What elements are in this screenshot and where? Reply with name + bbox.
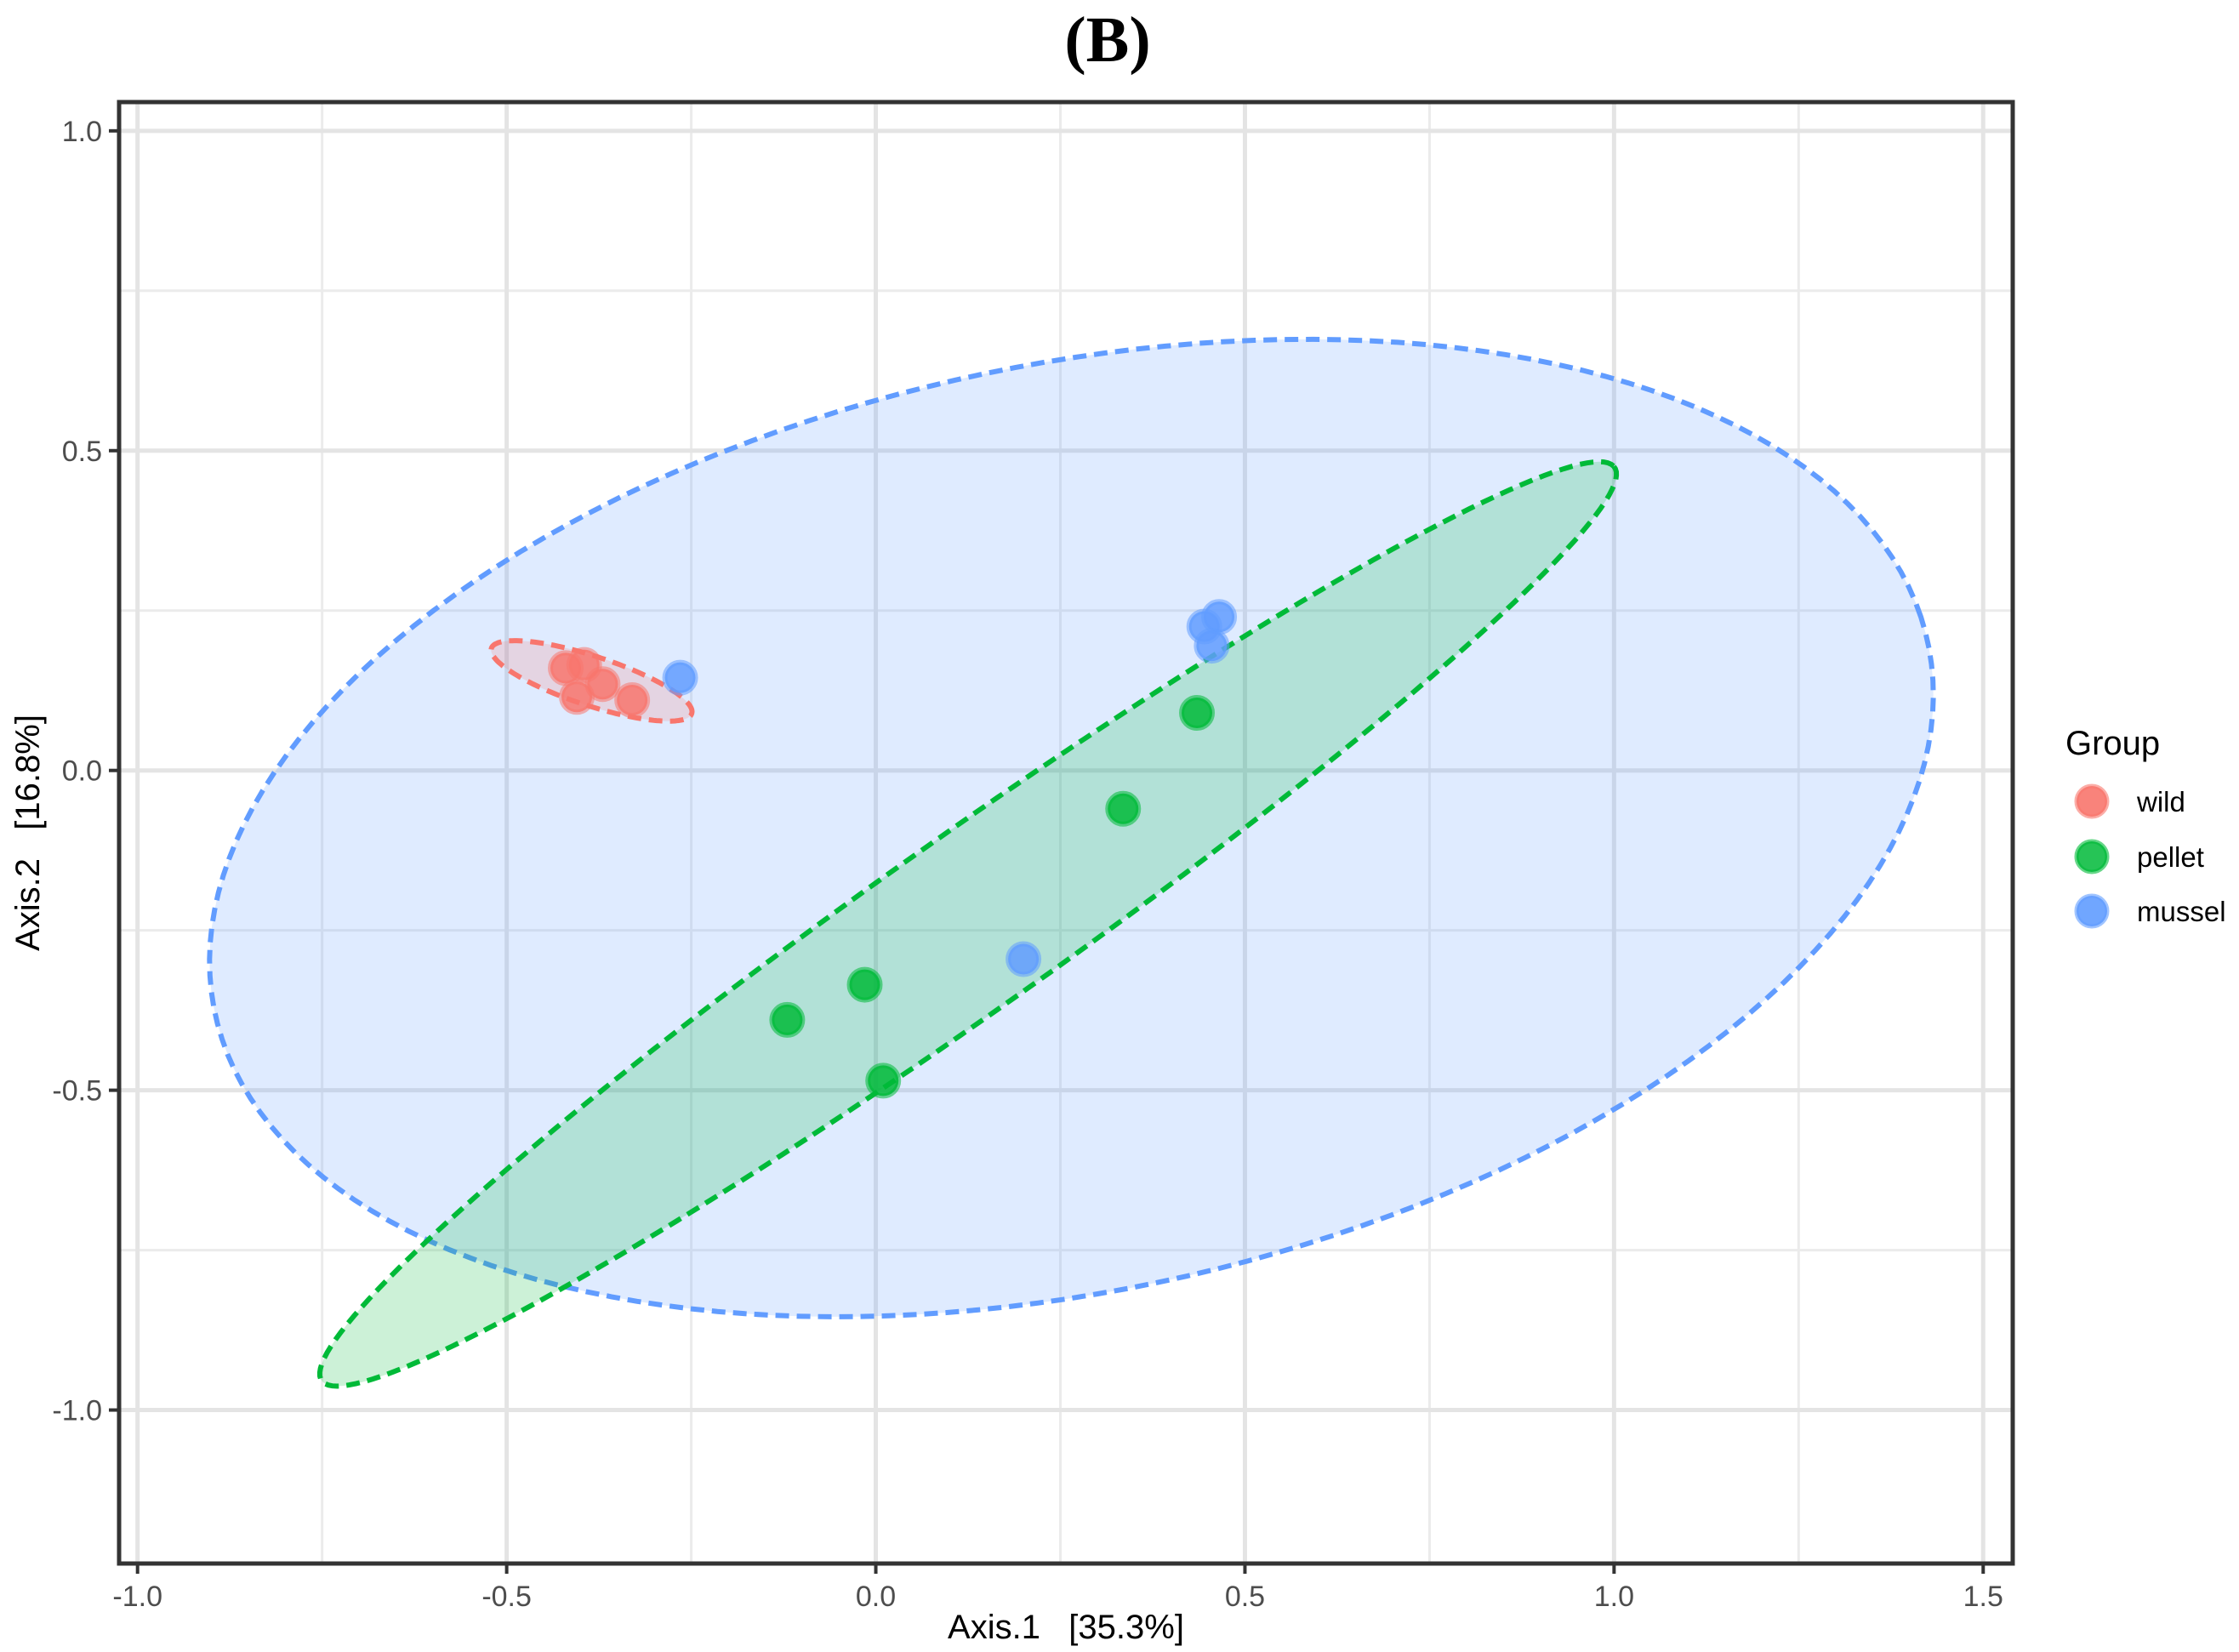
point-pellet bbox=[846, 966, 883, 1003]
y-axis-tick-labels: 1.0 0.5 0.0 -0.5 -1.0 bbox=[52, 116, 102, 1427]
data-points bbox=[548, 599, 1238, 1099]
legend-title: Group bbox=[2065, 725, 2160, 762]
point-mussel bbox=[1006, 941, 1042, 977]
x-axis-tick-labels: -1.0 -0.5 0.0 0.5 1.0 1.5 bbox=[112, 1581, 2003, 1613]
point-wild bbox=[614, 681, 651, 718]
point-mussel bbox=[1194, 628, 1230, 664]
plot-panel-border bbox=[117, 100, 2015, 1566]
x-tick-label: 0.0 bbox=[856, 1581, 896, 1613]
point-pellet bbox=[769, 1001, 806, 1038]
legend: Group wild pellet mussel bbox=[2065, 725, 2226, 929]
y-axis-label: Axis.2 [16.8%] bbox=[9, 715, 47, 951]
x-tick-label: -0.5 bbox=[481, 1581, 532, 1613]
ellipse-pellet bbox=[316, 459, 1620, 1389]
x-tick-label: -1.0 bbox=[112, 1581, 162, 1613]
x-tick-label: 0.5 bbox=[1225, 1581, 1265, 1613]
point-pellet bbox=[1179, 695, 1216, 732]
axis-ticks bbox=[109, 128, 1985, 1574]
confidence-ellipses bbox=[207, 336, 1936, 1389]
x-axis-label: Axis.1 [35.3%] bbox=[948, 1609, 1184, 1646]
point-mussel bbox=[1201, 599, 1238, 635]
legend-key-mussel bbox=[2074, 893, 2110, 929]
legend-label-wild: wild bbox=[2136, 786, 2185, 817]
y-tick-label: 1.0 bbox=[62, 116, 102, 148]
plot-panel-background bbox=[119, 102, 2013, 1564]
point-pellet bbox=[865, 1062, 902, 1099]
y-tick-label: 0.5 bbox=[62, 436, 102, 468]
y-tick-label: -0.5 bbox=[52, 1075, 102, 1108]
legend-key-pellet bbox=[2074, 839, 2110, 874]
ellipse-mussel bbox=[207, 336, 1936, 1319]
point-wild bbox=[559, 679, 595, 715]
legend-label-pellet: pellet bbox=[2137, 841, 2204, 873]
chart-title: (B) bbox=[1064, 4, 1150, 76]
x-tick-label: 1.5 bbox=[1963, 1581, 2003, 1613]
x-tick-label: 1.0 bbox=[1594, 1581, 1634, 1613]
legend-label-mussel: mussel bbox=[2137, 896, 2226, 927]
y-tick-label: -1.0 bbox=[52, 1395, 102, 1427]
point-mussel bbox=[662, 659, 698, 696]
point-pellet bbox=[1105, 790, 1142, 827]
y-tick-label: 0.0 bbox=[62, 755, 102, 788]
legend-key-wild bbox=[2074, 783, 2110, 819]
